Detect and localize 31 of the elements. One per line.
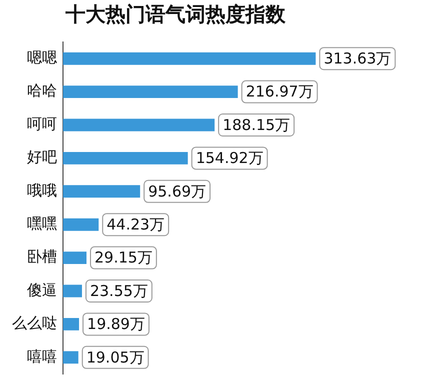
bar [63,284,82,298]
data-label: 19.05万 [86,348,144,366]
bar [63,185,140,198]
y-tick-label: 好吧 [27,148,57,166]
data-label: 216.97万 [246,82,314,101]
data-label: 95.69万 [148,182,206,200]
y-tick-label: 哦哦 [27,181,57,200]
y-tick-label: 卧槽 [27,248,57,266]
bar [63,252,86,264]
y-tick-label: 呵呵 [27,114,57,133]
y-tick-label: 傻逼 [27,280,57,299]
bar [63,351,78,364]
data-label: 313.63万 [324,49,392,68]
data-label: 23.55万 [90,282,148,300]
bar [63,152,188,164]
data-label: 19.89万 [87,315,145,334]
y-tick-label: 哈哈 [27,82,57,100]
bar [63,118,215,132]
data-label: 29.15万 [94,248,152,267]
y-tick-label: 嗯嗯 [27,48,57,66]
data-label: 154.92万 [196,149,264,168]
bar [63,218,99,231]
bar [63,86,238,98]
bar [63,52,316,65]
data-label: 44.23万 [106,215,165,234]
y-tick-label: 嘿嘿 [27,214,57,232]
y-tick-label: 么么哒 [12,314,57,332]
data-label: 188.15万 [222,116,290,134]
chart-title: 十大热门语气词热度指数 [64,2,286,26]
y-tick-label: 嘻嘻 [27,347,57,366]
bar [63,318,80,330]
